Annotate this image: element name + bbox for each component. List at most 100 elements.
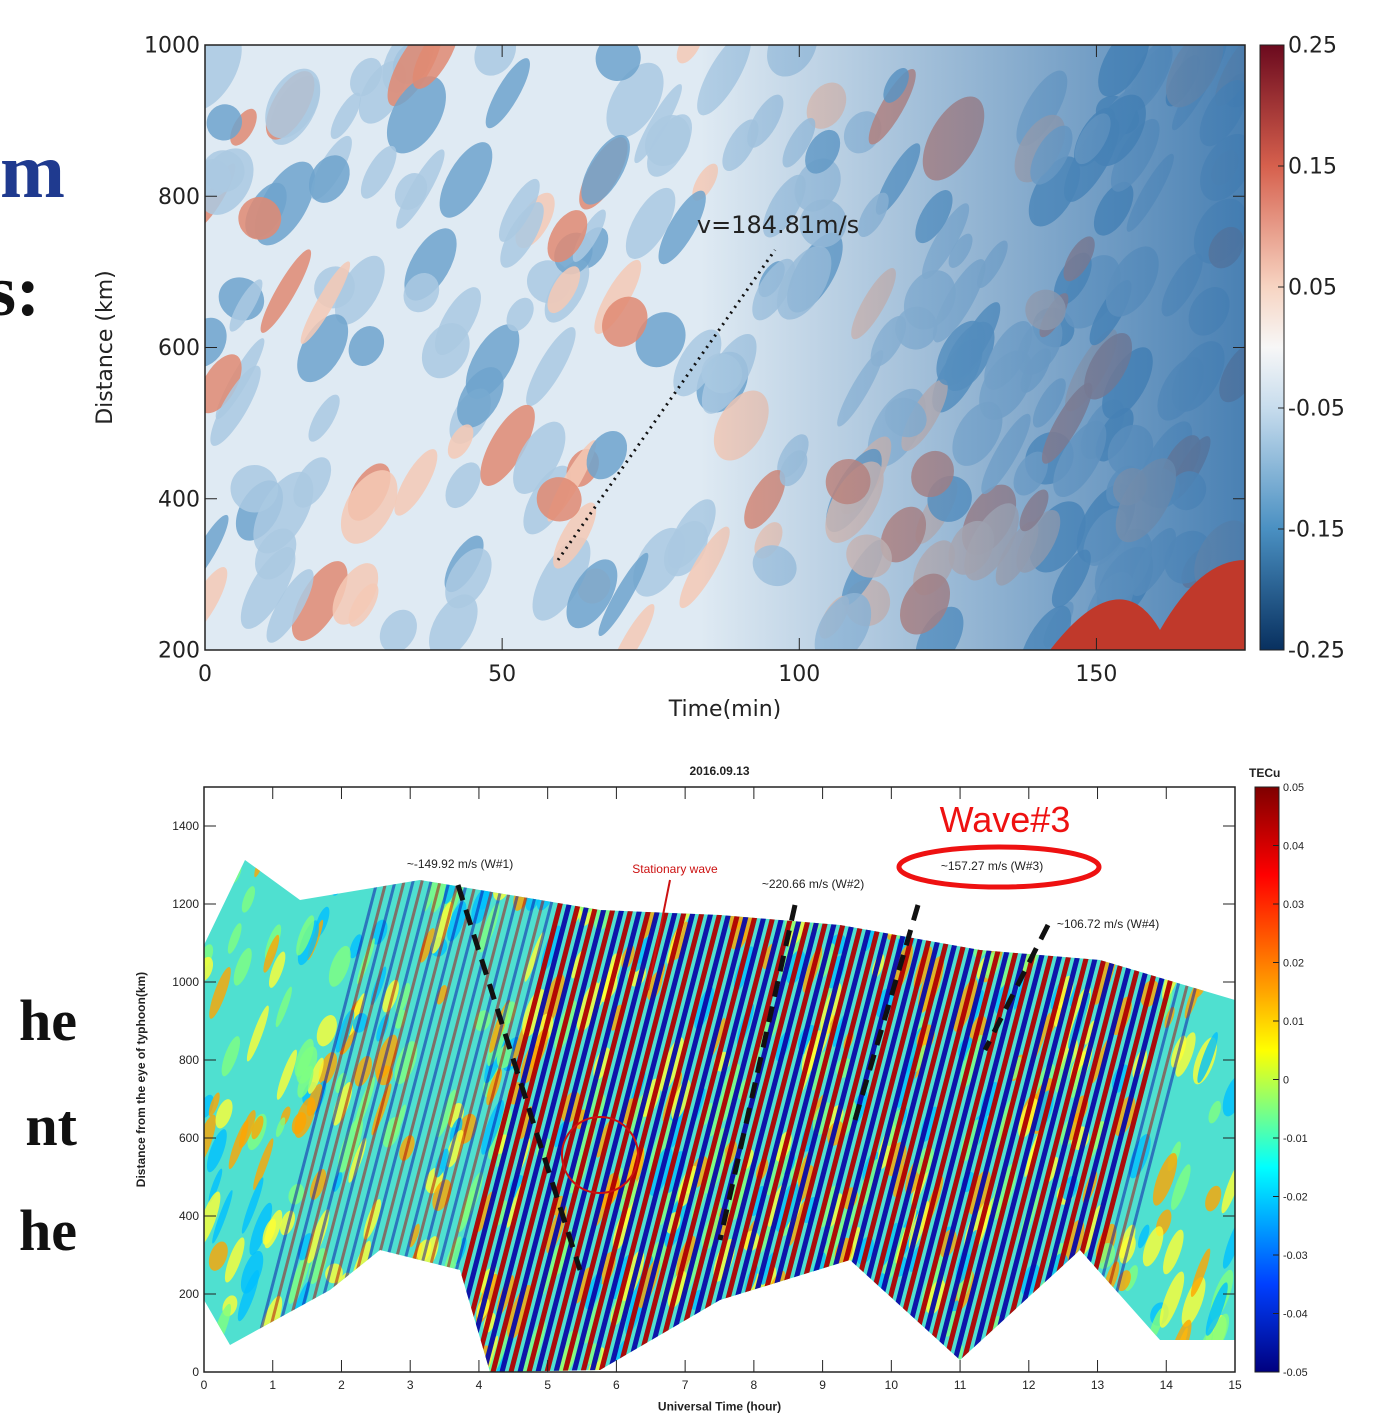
field-stripe — [616, 869, 752, 1372]
field-stripe — [724, 869, 860, 1372]
field-blob — [409, 1223, 420, 1248]
field-blob — [871, 860, 892, 878]
field-stripe — [733, 869, 869, 1372]
field-stripe — [490, 869, 626, 1372]
pointer — [647, 879, 671, 991]
field-blob — [334, 255, 385, 325]
y-tick-label: 400 — [158, 487, 200, 512]
field-blob — [905, 769, 939, 823]
field-blob — [683, 822, 705, 854]
y-tick-label: 800 — [179, 1053, 199, 1067]
field-blob — [484, 767, 513, 818]
field-blob — [328, 945, 351, 987]
field-blob — [297, 314, 349, 383]
field-blob — [574, 1267, 591, 1304]
field-blob — [716, 775, 737, 801]
field-blob — [387, 45, 443, 107]
y-tick-label: 600 — [158, 336, 200, 361]
y-tick-label: 600 — [179, 1131, 199, 1145]
field-blob — [474, 45, 517, 76]
field-blob — [282, 799, 301, 828]
y-tick-label: 800 — [158, 185, 200, 210]
field-blob — [1101, 1311, 1122, 1343]
field-stripe — [895, 869, 1031, 1372]
field-blob — [550, 860, 570, 864]
field-blob — [224, 1237, 245, 1283]
field-blob — [606, 62, 664, 138]
field-blob — [297, 1065, 314, 1098]
field-blob — [266, 569, 314, 643]
field-blob — [218, 1346, 242, 1372]
field-blob — [403, 273, 440, 313]
field-blob — [710, 778, 733, 806]
y-axis-label: Distance (km) — [93, 270, 118, 425]
field-stripe — [499, 869, 635, 1372]
wave-fit — [717, 904, 798, 1241]
field-blob — [1142, 1226, 1164, 1267]
field-blob — [335, 795, 359, 824]
field-blob — [394, 173, 428, 210]
field-blob — [1137, 1224, 1150, 1249]
field-blob — [230, 464, 279, 513]
field-blob — [265, 68, 321, 139]
field-blob — [602, 296, 648, 347]
field-blob — [241, 886, 256, 913]
field-blob — [457, 1190, 476, 1233]
field-stripe — [886, 869, 1022, 1372]
field-blob — [294, 1097, 316, 1138]
field-blob — [340, 470, 398, 544]
field-blob — [335, 860, 359, 889]
x-tick-label: 100 — [778, 662, 820, 687]
field-blob — [294, 1038, 314, 1078]
colorbar-tick-label: 0.02 — [1283, 958, 1304, 970]
field-blob — [445, 462, 481, 509]
field-blob — [536, 860, 554, 895]
field-blob — [993, 775, 1017, 801]
field-blob — [296, 915, 315, 956]
field-stripe — [535, 869, 671, 1372]
field-blob — [241, 1177, 264, 1234]
field-blob — [431, 791, 456, 840]
field-blob — [872, 799, 899, 852]
field-blob — [1038, 1295, 1057, 1344]
side-text: m — [0, 127, 65, 214]
field-blob — [1195, 821, 1213, 857]
field-stripe — [652, 869, 788, 1372]
field-blob — [572, 209, 606, 262]
field-blob — [506, 297, 534, 332]
x-tick-label: 12 — [1022, 1378, 1036, 1392]
x-tick-label: 3 — [407, 1378, 414, 1392]
y-tick-label: 400 — [179, 1209, 199, 1223]
field-blob — [256, 860, 275, 863]
field-blob — [349, 934, 363, 959]
side-text: s: — [0, 251, 40, 331]
field-blob — [1188, 896, 1202, 917]
field-stripe — [643, 869, 779, 1372]
field-blob — [1217, 860, 1235, 882]
field-blob — [595, 45, 641, 82]
field-blob — [292, 787, 315, 834]
field-blob — [268, 951, 286, 988]
field-blob — [1197, 885, 1215, 923]
field-blob — [859, 1295, 878, 1333]
field-stripe — [275, 869, 409, 1372]
field-blob — [263, 934, 280, 973]
field-blob — [1222, 1217, 1235, 1269]
field-blob — [260, 249, 312, 333]
field-blob — [406, 1335, 425, 1371]
field-blob — [610, 814, 642, 862]
field-blob — [221, 1036, 241, 1077]
field-blob — [1087, 1323, 1106, 1372]
colorbar-tick-label: -0.05 — [1283, 1367, 1308, 1379]
field-blob — [743, 860, 763, 879]
field-blob — [291, 561, 348, 641]
colorbar-tick-label: -0.01 — [1283, 1133, 1308, 1145]
field-blob — [384, 860, 403, 863]
field-stripe — [706, 869, 842, 1372]
field-blob — [1163, 917, 1174, 941]
field-blob — [450, 1319, 469, 1358]
field-blob — [1087, 827, 1101, 850]
field-blob — [352, 1354, 371, 1372]
